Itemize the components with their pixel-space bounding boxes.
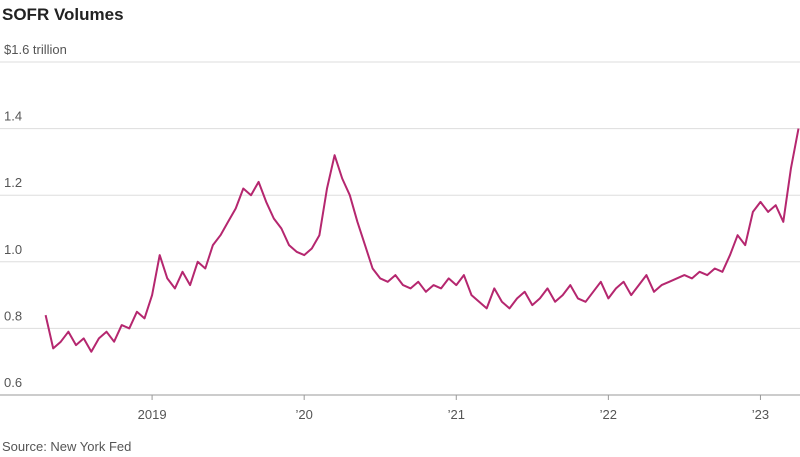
y-tick-label: 0.8	[4, 308, 22, 323]
y-tick-label: $1.6 trillion	[4, 42, 67, 57]
y-tick-label: 1.4	[4, 109, 22, 124]
data-line	[44, 128, 800, 353]
x-tick-label: ’22	[600, 407, 617, 422]
x-tick-label: 2019	[138, 407, 167, 422]
source-note: Source: New York Fed	[2, 439, 131, 454]
y-tick-label: 1.2	[4, 175, 22, 190]
chart-title: SOFR Volumes	[2, 5, 124, 24]
y-tick-label: 1.0	[4, 242, 22, 257]
x-tick-label: ’23	[752, 407, 769, 422]
x-tick-label: ’20	[296, 407, 313, 422]
x-tick-label: ’21	[448, 407, 465, 422]
y-tick-label: 0.6	[4, 375, 22, 390]
